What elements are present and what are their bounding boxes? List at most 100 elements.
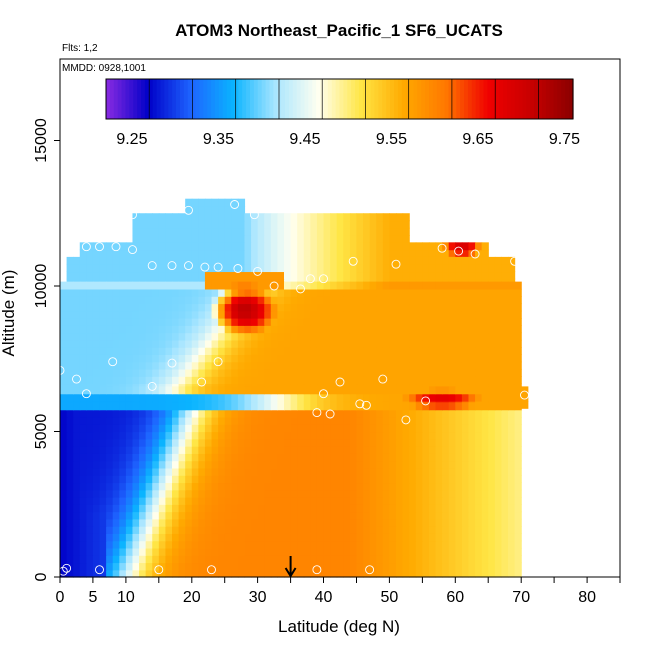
heatmap-cell [369, 424, 377, 433]
heatmap-cell [204, 409, 213, 418]
heatmap-cell [435, 467, 443, 476]
colorbar-segment [530, 79, 535, 119]
heatmap-cell [356, 213, 364, 222]
heatmap-cell [382, 318, 391, 326]
heatmap-cell [264, 547, 272, 556]
heatmap-cell [231, 235, 239, 243]
heatmap-cell [132, 402, 140, 411]
heatmap-cell [152, 569, 160, 578]
heatmap-cell [336, 475, 344, 484]
heatmap-cell [139, 409, 147, 418]
heatmap-cell [132, 376, 140, 385]
heatmap-cell [303, 256, 311, 265]
heatmap-cell [343, 288, 351, 297]
heatmap-cell [106, 467, 114, 476]
heatmap-cell [402, 424, 410, 433]
heatmap-cell [349, 446, 358, 454]
heatmap-cell [508, 438, 516, 447]
heatmap-cell [244, 460, 252, 469]
heatmap-cell [198, 482, 206, 491]
heatmap-cell [330, 424, 338, 433]
heatmap-cell [119, 296, 127, 305]
heatmap-cell [508, 325, 516, 334]
heatmap-cell [257, 569, 265, 578]
observation-point [62, 563, 72, 573]
heatmap-cell [178, 354, 186, 363]
heatmap-cell [382, 475, 391, 484]
heatmap-cell [481, 540, 489, 549]
heatmap-cell [237, 220, 246, 229]
heatmap-cell [468, 264, 476, 273]
heatmap-cell [237, 249, 246, 258]
heatmap-cell [428, 446, 437, 454]
heatmap-cell [448, 453, 456, 462]
heatmap-cell [501, 424, 509, 433]
heatmap-cell [165, 347, 173, 355]
heatmap-cell [264, 402, 272, 411]
heatmap-cell [139, 438, 147, 447]
heatmap-cell [396, 409, 404, 418]
heatmap-cell [435, 496, 443, 505]
heatmap-cell [231, 526, 239, 534]
heatmap-cell [481, 347, 489, 355]
heatmap-cell [290, 526, 298, 534]
heatmap-cell [455, 361, 463, 370]
heatmap-cell [257, 249, 265, 258]
heatmap-cell [99, 482, 107, 491]
colorbar-segment [214, 79, 220, 119]
heatmap-cell [521, 386, 529, 395]
heatmap-cell [428, 475, 437, 484]
heatmap-cell [224, 386, 232, 395]
heatmap-cell [284, 393, 292, 402]
heatmap-cell [178, 518, 186, 527]
heatmap-cell [494, 533, 503, 542]
heatmap-cell [376, 256, 384, 265]
heatmap-cell [60, 540, 68, 549]
heatmap-cell [448, 547, 456, 556]
colorbar-segment [534, 79, 539, 119]
heatmap-cell [310, 354, 318, 363]
heatmap-cell [237, 533, 246, 542]
heatmap-cell [356, 339, 364, 348]
heatmap-cell [409, 496, 417, 505]
heatmap-cell [99, 271, 107, 280]
heatmap-cell [409, 368, 417, 377]
heatmap-cell [112, 296, 120, 305]
heatmap-cell [132, 264, 140, 273]
heatmap-cell [442, 547, 450, 556]
heatmap-cell [86, 332, 94, 341]
heatmap-cell [303, 332, 311, 341]
heatmap-cell [112, 511, 120, 520]
heatmap-cell [455, 533, 463, 542]
heatmap-cell [494, 504, 503, 513]
heatmap-cell [112, 526, 120, 534]
heatmap-cell [79, 271, 87, 280]
colorbar-segment [113, 79, 119, 119]
heatmap-cell [106, 310, 114, 319]
heatmap-cell [376, 303, 384, 312]
heatmap-cell [257, 242, 265, 251]
heatmap-cell [428, 482, 437, 491]
heatmap-cell [382, 460, 391, 469]
heatmap-cell [185, 438, 193, 447]
heatmap-cell [415, 376, 423, 385]
heatmap-cell [461, 569, 470, 578]
heatmap-cell [178, 496, 186, 505]
heatmap-cell [204, 213, 213, 222]
heatmap-cell [218, 547, 226, 556]
heatmap-cell [356, 409, 364, 418]
heatmap-cell [191, 393, 199, 402]
heatmap-cell [211, 386, 219, 395]
heatmap-cell [303, 482, 311, 491]
heatmap-cell [218, 511, 226, 520]
heatmap-cell [468, 489, 476, 498]
heatmap-cell [508, 533, 516, 542]
heatmap-cell [270, 547, 279, 556]
heatmap-cell [112, 318, 120, 326]
heatmap-cell [158, 453, 167, 462]
heatmap-cell [316, 526, 325, 534]
heatmap-cell [310, 555, 318, 564]
heatmap-cell [92, 533, 101, 542]
heatmap-cell [198, 220, 206, 229]
heatmap-cell [132, 526, 140, 534]
